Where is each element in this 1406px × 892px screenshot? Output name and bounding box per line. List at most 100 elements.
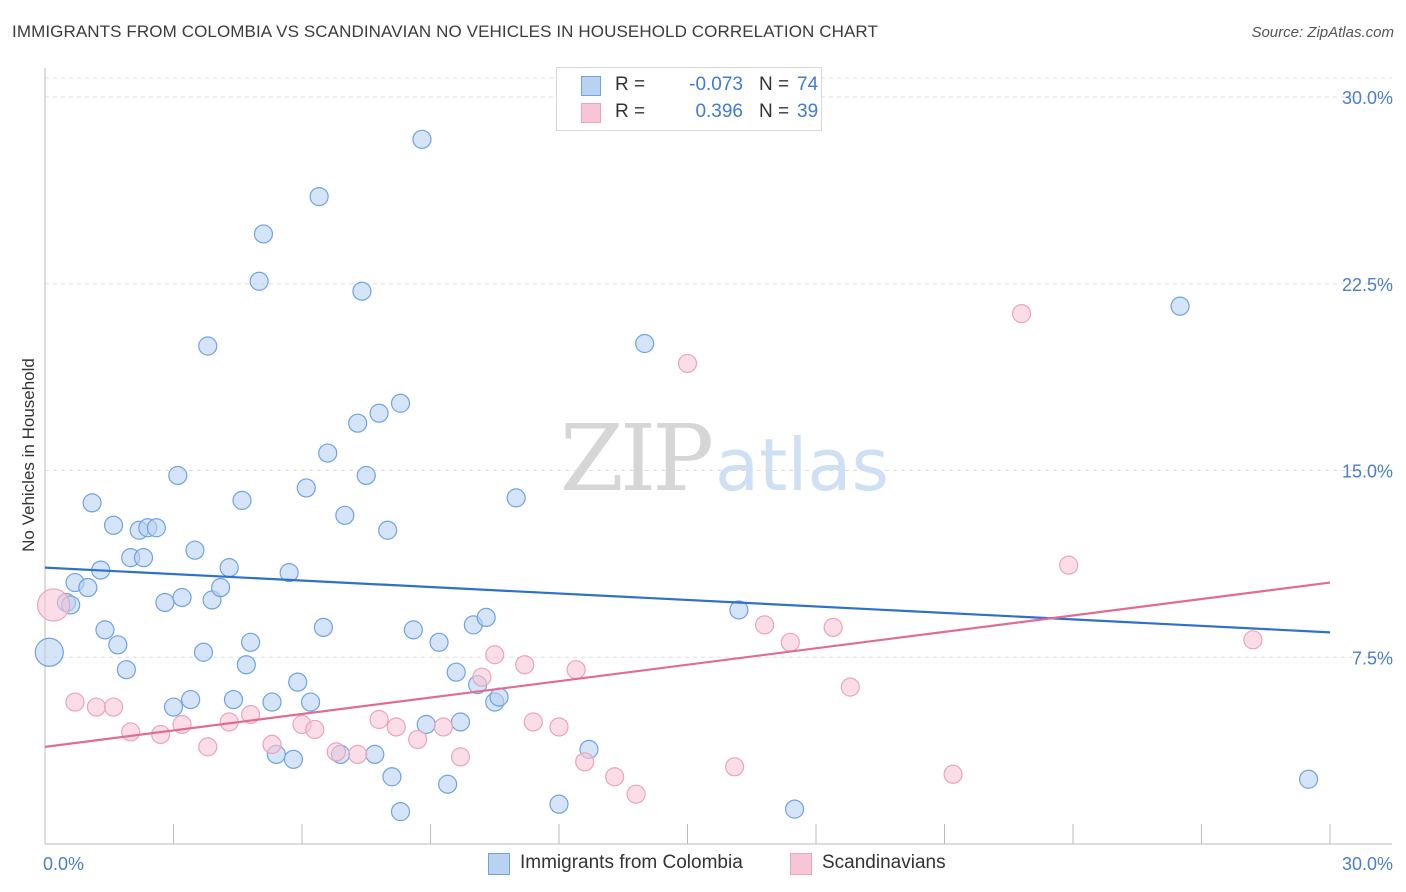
data-point [784,799,805,819]
data-point [446,662,466,682]
data-point [146,518,166,538]
data-point [181,689,201,710]
data-point [823,617,843,637]
data-point [780,632,800,652]
data-point [390,802,411,822]
data-point [549,794,569,814]
data-point [193,642,214,662]
watermark-zip: ZIP [560,405,711,512]
data-point [386,717,406,737]
data-point [472,667,492,687]
data-point [575,752,595,772]
legend-r-label: R = [615,101,646,122]
data-point [185,540,205,560]
data-point [729,600,749,620]
tick-labels: 7.5% 15.0% 22.5% 30.0% 0.0% 30.0% [43,88,1393,874]
series-colombia-points [34,129,1319,822]
y-tick-label: 15.0% [1342,462,1393,482]
data-point [378,520,398,540]
data-point [1170,296,1190,316]
data-point [232,490,252,510]
data-point [356,465,376,486]
data-point [489,687,509,707]
data-point [348,413,368,433]
data-point [390,393,411,413]
data-point [352,281,372,301]
data-point [382,767,402,787]
data-point [318,443,338,463]
data-point [86,697,107,717]
bottom-legend-label-scandinavians: Scandinavians [822,852,946,873]
data-point [549,717,569,737]
data-point [163,697,184,717]
data-point [438,774,458,794]
data-point [279,562,299,583]
x-tick-label: 0.0% [43,854,84,874]
correlation-legend: R = -0.073 N = 74 R = 0.396 N = 39 [556,67,822,131]
data-point [450,712,471,732]
data-point [108,635,128,655]
bottom-legend-swatch-scandinavians [790,853,812,875]
data-point [348,744,368,764]
data-point [335,505,355,525]
data-point [211,577,231,598]
data-point [296,478,316,498]
trend-line-scandinavians [44,581,1331,748]
data-point [103,697,124,717]
data-point [249,271,269,291]
data-point [103,515,124,535]
data-point [300,692,321,712]
data-point [151,724,171,745]
legend-r-label: R = [615,74,646,95]
data-point [429,632,449,652]
data-point [172,587,192,608]
data-point [677,353,698,374]
x-tick-label: 30.0% [1342,854,1393,874]
data-point [605,767,625,787]
watermark: ZIP atlas [560,405,889,512]
y-tick-label: 22.5% [1342,275,1393,295]
data-point [155,592,175,613]
y-axis-label: No Vehicles in Household [19,358,38,552]
data-point [198,336,218,356]
data-point [1011,304,1032,324]
data-point [116,660,136,680]
data-point [236,655,256,675]
data-point [635,333,655,354]
data-point [450,747,471,767]
legend-n-label: N = [759,101,790,122]
data-point [326,742,346,762]
axes [44,68,1392,845]
data-point [412,129,432,149]
data-point [283,749,304,769]
data-point [219,558,239,578]
y-tick-label: 7.5% [1352,648,1393,668]
data-point [506,488,526,508]
legend-swatch-colombia [581,76,601,96]
data-point [198,737,218,757]
legend-row-scandinavians: R = 0.396 N = 39 [581,101,818,127]
data-point [168,465,188,486]
chart-title: IMMIGRANTS FROM COLOMBIA VS SCANDINAVIAN… [12,22,878,41]
data-point [840,677,860,697]
legend-n-value: 39 [797,101,819,122]
data-point [121,722,141,742]
data-point [433,717,453,737]
legend-r-value: 0.396 [695,101,743,122]
data-point [78,577,98,598]
data-point [1298,769,1319,789]
data-point [1059,555,1079,575]
data-point [34,637,64,667]
data-point [223,689,244,710]
data-point [241,632,261,652]
legend-swatch-scandinavians [581,103,601,123]
data-point [82,493,102,513]
data-point [515,655,535,675]
data-point [253,224,274,244]
data-point [403,620,423,640]
y-tick-label: 30.0% [1342,88,1393,108]
data-point [95,620,115,640]
data-point [566,660,586,680]
grid-lines [45,77,1392,658]
